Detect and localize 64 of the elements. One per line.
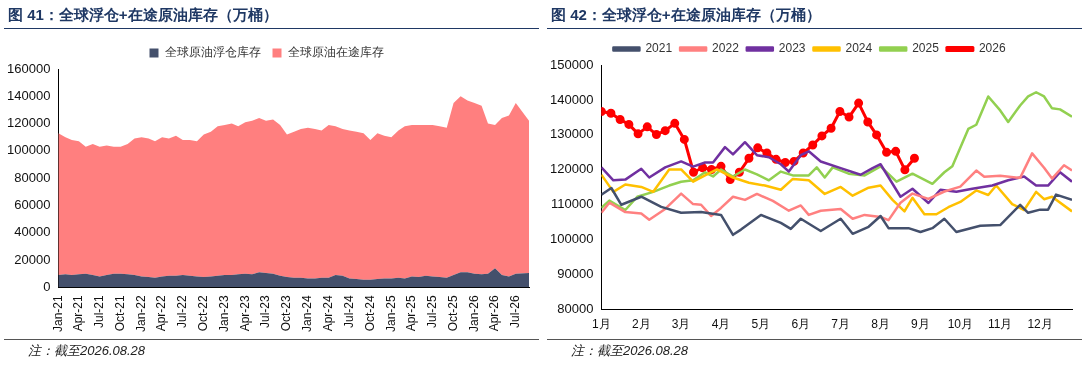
x-tick-label: Jan-24 xyxy=(300,294,315,333)
x-tick-label: Jan-21 xyxy=(50,294,65,333)
y-tick-label: 140000 xyxy=(6,87,51,103)
x-tick-label: 8月 xyxy=(871,317,890,332)
x-tick-label: Apr-26 xyxy=(487,295,502,332)
y-tick-label: 130000 xyxy=(549,126,594,142)
y-tick-label: 80000 xyxy=(557,301,594,317)
x-tick-label: 1月 xyxy=(592,317,611,332)
legend-label: 2021 xyxy=(645,41,673,56)
chart-title: 图 42：全球浮仓+在途原油库存（万桶） xyxy=(547,4,1082,29)
x-tick-label: Jan-26 xyxy=(466,294,481,333)
y-tick-label: 90000 xyxy=(557,266,594,282)
x-tick-label: Jul-21 xyxy=(91,294,106,328)
x-tick-label: 4月 xyxy=(711,317,731,332)
y-tick-label: 120000 xyxy=(549,161,594,177)
x-tick-label: Jul-25 xyxy=(424,294,439,328)
legend-label: 全球原油浮仓库存 xyxy=(164,45,261,60)
x-tick-label: Apr-24 xyxy=(320,295,335,332)
x-tick-label: Oct-25 xyxy=(445,294,460,332)
y-tick-label: 80000 xyxy=(14,169,51,185)
y-tick-label: 60000 xyxy=(14,197,51,213)
x-tick-label: 10月 xyxy=(947,317,974,332)
text: 注：截至2026.08.28 xyxy=(4,342,539,360)
legend-label: 2022 xyxy=(712,41,740,56)
x-tick-label: Apr-25 xyxy=(404,295,419,332)
chart-title: 图 41：全球浮仓+在途原油库存（万桶） xyxy=(4,4,539,29)
x-tick-label: Jul-24 xyxy=(341,294,356,328)
x-tick-label: Jan-22 xyxy=(133,294,148,333)
y-tick-label: 150000 xyxy=(549,56,594,72)
y-tick-label: 100000 xyxy=(549,231,594,247)
x-tick-label: 12月 xyxy=(1027,317,1053,332)
y-tick-label: 110000 xyxy=(550,196,594,212)
y-tick-label: 100000 xyxy=(6,142,51,158)
x-tick-label: Jan-25 xyxy=(383,294,398,333)
text: 注：截至2026.08.28 xyxy=(547,342,1082,360)
legend-label: 2023 xyxy=(778,41,806,56)
legend-label: 2025 xyxy=(912,41,940,56)
x-tick-label: 11月 xyxy=(987,317,1013,332)
x-tick-label: Apr-23 xyxy=(237,295,252,332)
x-tick-label: 7月 xyxy=(831,317,851,332)
x-tick-label: Oct-21 xyxy=(112,294,127,332)
y-tick-label: 160000 xyxy=(6,60,51,76)
x-tick-label: Apr-22 xyxy=(154,295,169,332)
x-tick-label: 2月 xyxy=(631,317,651,332)
x-tick-label: Oct-22 xyxy=(196,294,211,332)
x-tick-label: 5月 xyxy=(751,317,771,332)
legend-label: 2026 xyxy=(978,41,1006,56)
x-tick-label: Oct-24 xyxy=(362,294,377,332)
x-tick-label: Jul-26 xyxy=(508,294,523,328)
x-tick-label: Apr-21 xyxy=(71,295,86,332)
legend-label: 2024 xyxy=(845,41,873,56)
legend-label: 全球原油在途库存 xyxy=(287,45,384,60)
x-tick-label: 9月 xyxy=(911,317,930,332)
x-tick-label: Jul-22 xyxy=(175,294,190,328)
x-tick-label: 6月 xyxy=(791,317,811,332)
y-tick-label: 120000 xyxy=(6,115,51,131)
x-tick-label: Jul-23 xyxy=(258,294,273,328)
y-tick-label: 40000 xyxy=(14,224,51,240)
y-tick-label: 20000 xyxy=(14,251,51,267)
y-tick-label: 0 xyxy=(43,278,51,294)
x-tick-label: Oct-23 xyxy=(279,294,294,332)
x-tick-label: 3月 xyxy=(671,317,691,332)
y-tick-label: 140000 xyxy=(549,91,594,107)
x-tick-label: Jan-23 xyxy=(217,294,232,333)
